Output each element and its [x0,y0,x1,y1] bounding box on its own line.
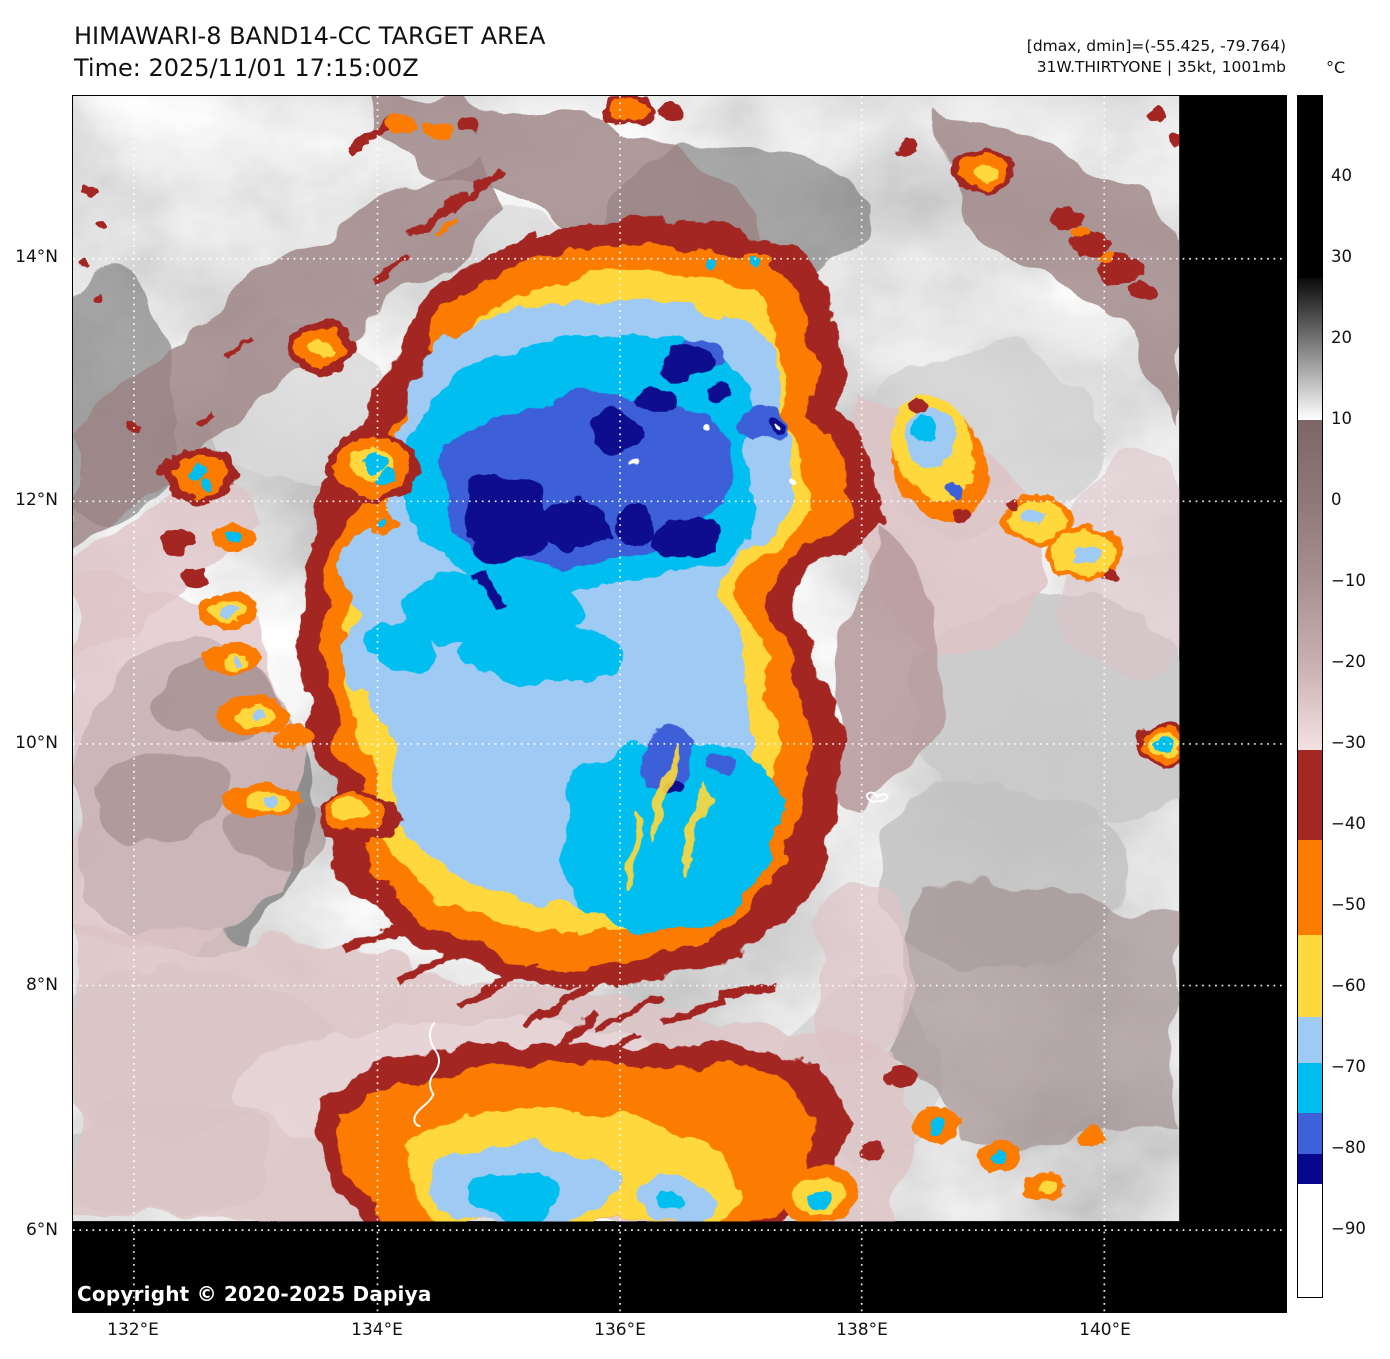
lat-tick-label: 8°N [25,975,58,995]
colorbar-tick-label: 30 [1331,247,1352,266]
south-lobe-streaks [623,741,709,892]
longitude-axis: 132°E 134°E 136°E 138°E 140°E [72,1316,1287,1344]
colorbar-tick-label: −10 [1331,571,1366,590]
colorbar-tick-label: −30 [1331,733,1366,752]
coldest-white-specks [629,425,799,482]
lat-tick-label: 6°N [25,1220,58,1240]
lon-tick-label: 132°E [107,1320,159,1340]
figure-info: [dmax, dmin]=(-55.425, -79.764) 31W.THIR… [1027,36,1286,78]
figure-header: HIMAWARI-8 BAND14-CC TARGET AREA Time: 2… [74,20,545,84]
data-region [73,96,1180,1222]
storm-shield [296,221,884,988]
colorbar [1297,95,1323,1298]
colorbar-tick-label: 20 [1331,328,1352,347]
latitude-axis: 14°N 12°N 10°N 8°N 6°N [0,95,64,1313]
lon-tick-label: 136°E [594,1320,646,1340]
info-dmax-dmin: [dmax, dmin]=(-55.425, -79.764) [1026,37,1286,55]
figure-title: HIMAWARI-8 BAND14-CC TARGET AREA [74,22,546,50]
colorbar-tick-label: −20 [1331,652,1366,671]
colorbar-ticks: 40 30 20 10 0 −10 −20 −30 −40 −50 −60 −70 −80 −90 [1331,95,1387,1305]
colorbar-tick-label: −50 [1331,895,1366,914]
satellite-image [73,96,1286,1312]
colorbar-tick-label: 0 [1331,490,1342,509]
colorbar-tick-label: 10 [1331,409,1352,428]
coastline [413,791,889,1128]
info-storm-id: 31W.THIRTYONE | 35kt, 1001mb [1036,58,1286,76]
colorbar-unit-label: °C [1326,58,1346,77]
lat-tick-label: 10°N [15,733,58,753]
colorbar-tick-label: −80 [1331,1138,1366,1157]
copyright-label: Copyright © 2020-2025 Dapiya [77,1282,432,1306]
satellite-map: Copyright © 2020-2025 Dapiya [72,95,1287,1313]
colorbar-tick-label: −60 [1331,976,1366,995]
colorbar-tick-label: −40 [1331,814,1366,833]
lat-tick-label: 14°N [15,247,58,267]
figure-subtitle: Time: 2025/11/01 17:15:00Z [74,54,419,82]
gravity-wave-streaks [341,920,778,1076]
colorbar-tick-label: −70 [1331,1057,1366,1076]
southern-convective-band [320,1041,859,1222]
colorbar-tick-label: −90 [1331,1219,1366,1238]
peripheral-cells [79,96,1180,1201]
colorbar-tick-label: 40 [1331,166,1352,185]
lon-tick-label: 134°E [351,1320,403,1340]
lat-tick-label: 12°N [15,490,58,510]
lon-tick-label: 138°E [836,1320,888,1340]
lon-tick-label: 140°E [1079,1320,1131,1340]
gridlines [73,96,1286,1312]
